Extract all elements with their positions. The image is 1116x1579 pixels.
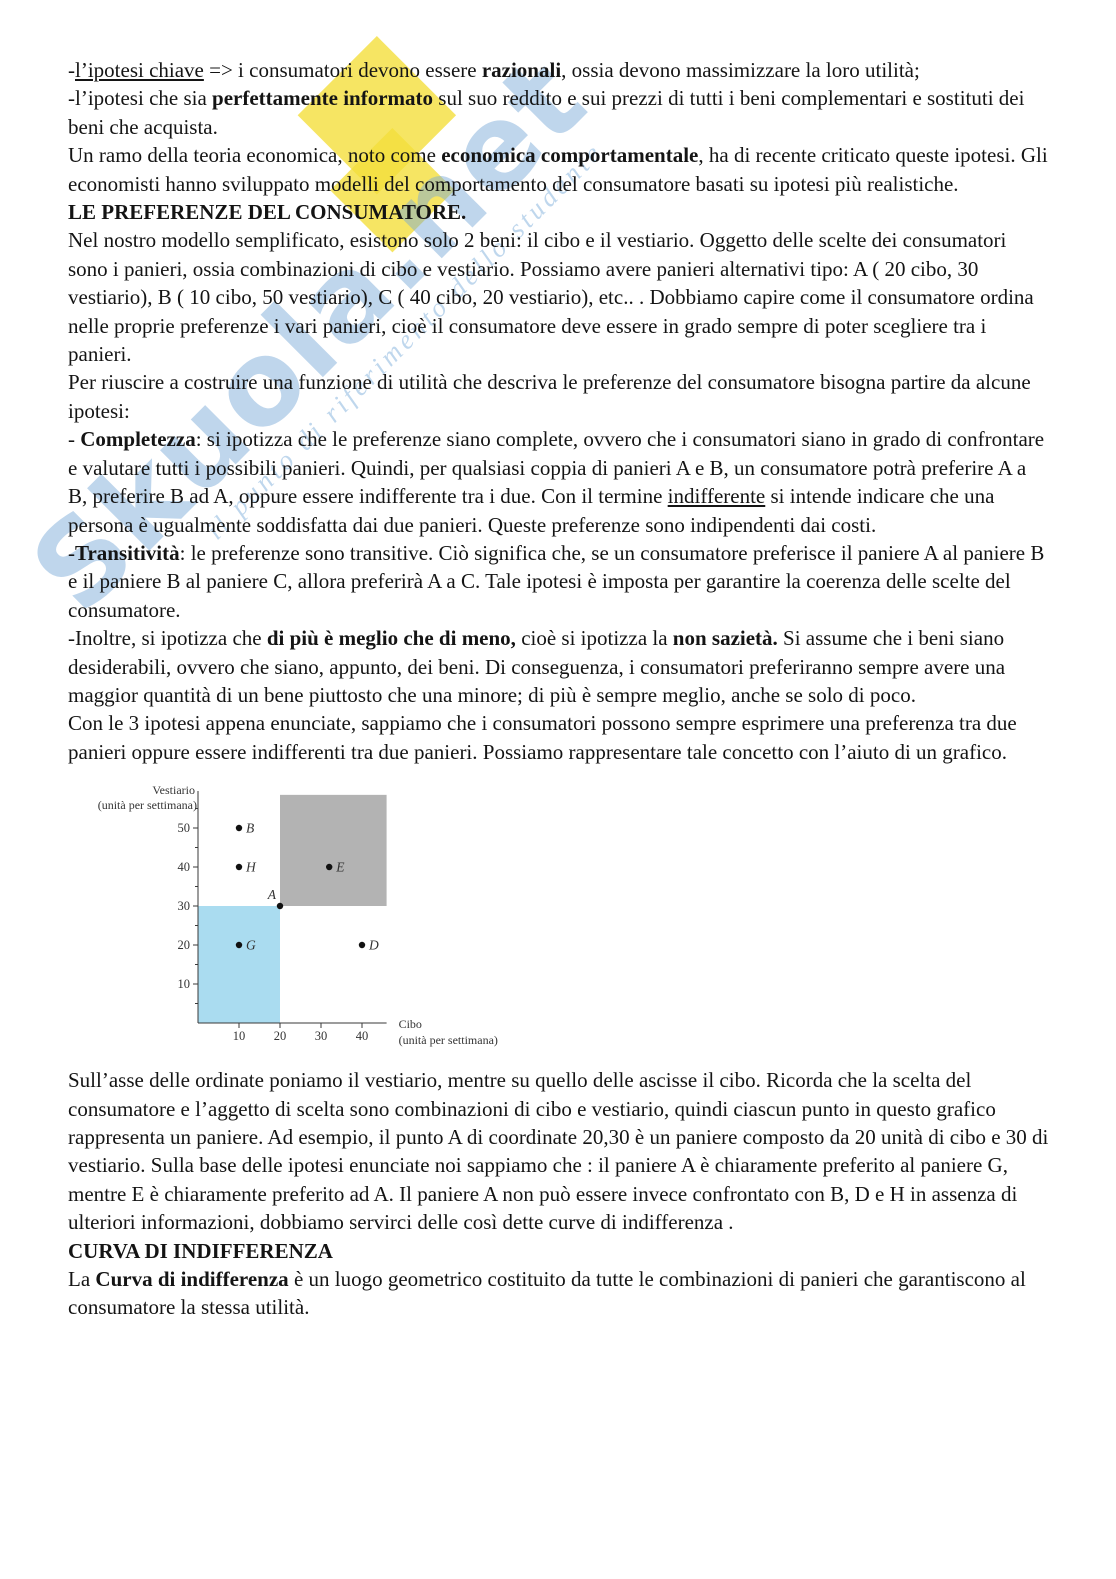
preference-chart-figure: 10 20 30 40 10 20 30 40 50 Vestiario (unità per se… <box>95 778 1050 1060</box>
paragraph: - Completezza: si ipotizza che le prefer… <box>68 427 1045 537</box>
y-tick-label: 30 <box>178 899 191 913</box>
data-point-B <box>235 824 243 832</box>
paragraph: Con le 3 ipotesi appena enunciate, sappi… <box>68 711 1017 764</box>
paragraph: -Transitività: le preferenze sono transi… <box>68 540 1045 622</box>
y-tick-label: 10 <box>178 977 191 991</box>
data-point-label-D: D <box>368 938 379 953</box>
data-point-G <box>235 941 243 949</box>
y-tick-label: 20 <box>178 938 191 952</box>
paragraph: -l’ipotesi chiave => i consumatori devon… <box>68 58 920 82</box>
x-axis-label: (unità per settimana) <box>399 1033 498 1047</box>
data-point-D <box>358 941 366 949</box>
x-tick-label: 40 <box>356 1029 369 1043</box>
y-tick-label: 50 <box>178 821 191 835</box>
text-after-chart: Sull’asse delle ordinate poniamo il vest… <box>68 1066 1050 1322</box>
x-tick-label: 10 <box>233 1029 246 1043</box>
data-point-label-B: B <box>246 821 254 836</box>
data-point-H <box>235 863 243 871</box>
paragraph: La Curva di indifferenza è un luogo geom… <box>68 1267 1026 1320</box>
region-better-than-A <box>280 795 387 907</box>
x-axis-label: Cibo <box>399 1017 422 1031</box>
paragraph: Per riuscire a costruire una funzione di… <box>68 370 1031 423</box>
data-point-label-H: H <box>245 860 257 875</box>
document-text: -l’ipotesi chiave => i consumatori devon… <box>68 56 1050 1322</box>
section-heading: LE PREFERENZE DEL CONSUMATORE. <box>68 200 467 225</box>
data-point-label-G: G <box>246 938 256 953</box>
paragraph: -Inoltre, si ipotizza che di più è megli… <box>68 626 1006 707</box>
paragraph: Nel nostro modello semplificato, esiston… <box>68 228 1034 367</box>
x-tick-label: 30 <box>315 1029 328 1043</box>
section-heading: CURVA DI INDIFFERENZA <box>68 1238 333 1263</box>
y-axis-label: Vestiario <box>152 783 195 797</box>
paragraph: -l’ipotesi che sia perfettamente informa… <box>68 86 1025 139</box>
paragraph: Un ramo della teoria economica, noto com… <box>68 143 1048 196</box>
y-axis-label: (unità per settimana) <box>98 798 197 812</box>
data-point-E <box>326 863 333 871</box>
y-tick-label: 40 <box>178 860 191 874</box>
text-before-chart: -l’ipotesi chiave => i consumatori devon… <box>68 56 1050 766</box>
x-tick-label: 20 <box>274 1029 287 1043</box>
data-point-label-A: A <box>267 887 277 902</box>
paragraph: Sull’asse delle ordinate poniamo il vest… <box>68 1068 1049 1235</box>
data-point-label-E: E <box>335 860 345 875</box>
data-point-A <box>276 902 284 910</box>
region-worse-than-A <box>198 906 280 1024</box>
